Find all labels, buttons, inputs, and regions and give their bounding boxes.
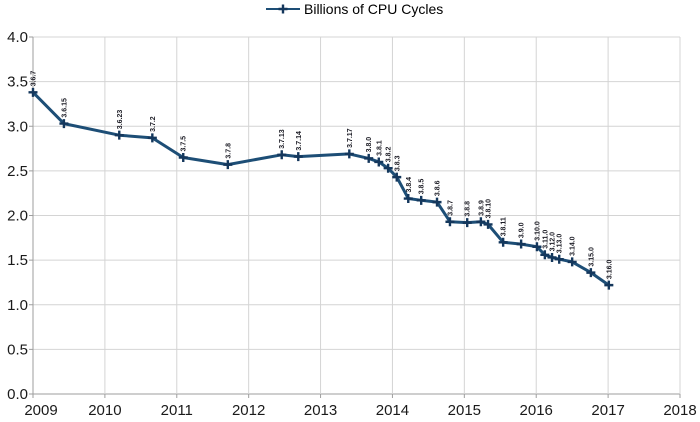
data-point-label: 3.9.0 (519, 222, 526, 238)
legend-marker-icon (278, 4, 288, 14)
x-tick-label: 2013 (304, 402, 337, 419)
data-point-marker (498, 237, 508, 247)
data-point-label: 3.8.9 (478, 200, 485, 216)
data-point-marker (516, 239, 526, 249)
data-point-label: 3.7.8 (225, 143, 232, 159)
y-tick-label: 3.0 (7, 118, 28, 135)
data-point-marker (59, 119, 69, 129)
data-point-marker (28, 87, 38, 97)
y-tick-label: 1.0 (7, 297, 28, 314)
y-tick-label: 1.5 (7, 252, 28, 269)
data-point-label: 3.6.23 (117, 110, 124, 130)
x-tick-label: 2012 (232, 402, 265, 419)
data-point-label: 3.8.6 (435, 180, 442, 196)
data-point-marker (383, 163, 393, 173)
data-point-label: 3.8.7 (448, 200, 455, 216)
data-point-label: 3.8.1 (376, 140, 383, 156)
y-tick-label: 0.0 (7, 386, 28, 403)
data-point-label: 3.11.0 (542, 230, 549, 249)
data-point-marker (554, 254, 564, 264)
data-point-label: 3.8.4 (406, 177, 413, 193)
y-tick-label: 2.0 (7, 208, 28, 225)
data-point-label: 3.16.0 (606, 260, 613, 280)
data-point-marker (532, 242, 542, 252)
data-point-label: 3.7.17 (347, 128, 354, 148)
y-tick-label: 4.0 (7, 29, 28, 46)
data-point-marker (476, 217, 486, 227)
data-point-label: 3.14.0 (570, 236, 577, 256)
data-point-label: 3.8.0 (366, 137, 373, 153)
x-tick-label: 2015 (448, 402, 481, 419)
data-point-label: 3.8.3 (394, 155, 401, 171)
data-point-label: 3.8.2 (386, 147, 393, 163)
data-point-label: 3.7.2 (150, 116, 157, 132)
data-point-marker (547, 252, 557, 262)
y-tick-label: 3.5 (7, 74, 28, 91)
data-point-marker (392, 172, 402, 182)
x-tick-label: 2014 (376, 402, 409, 419)
data-point-marker (432, 197, 442, 207)
data-point-label: 3.10.0 (534, 221, 541, 241)
y-tick-label: 2.5 (7, 163, 28, 180)
data-point-marker (403, 194, 413, 204)
data-point-marker (147, 133, 157, 143)
legend-label: Billions of CPU Cycles (304, 1, 443, 17)
data-point-marker (416, 195, 426, 205)
data-point-marker (364, 153, 374, 163)
data-point-label: 3.13.0 (557, 234, 564, 254)
data-point-label: 3.8.8 (465, 201, 472, 217)
y-tick-label: 0.5 (7, 341, 28, 358)
data-point-label: 3.12.0 (550, 232, 557, 252)
data-point-marker (277, 150, 287, 160)
data-point-marker (483, 219, 493, 229)
data-point-marker (114, 130, 124, 140)
data-point-marker (344, 149, 354, 159)
data-point-label: 3.7.13 (279, 129, 286, 149)
data-point-label: 3.8.5 (419, 179, 426, 195)
data-point-label: 3.6.7 (31, 71, 38, 87)
data-point-label: 3.7.14 (296, 131, 303, 151)
data-point-marker (223, 160, 233, 170)
data-point-label: 3.6.15 (61, 98, 68, 118)
data-point-marker (462, 218, 472, 228)
x-tick-label: 2011 (161, 402, 193, 419)
data-point-marker (178, 152, 188, 162)
data-point-marker (445, 217, 455, 227)
data-point-label: 3.8.11 (501, 217, 508, 236)
x-tick-label: 2009 (24, 402, 57, 419)
data-point-label: 3.8.10 (486, 199, 493, 219)
x-tick-label: 2016 (520, 402, 553, 419)
x-tick-label: 2018 (663, 402, 696, 419)
data-point-marker (586, 268, 596, 278)
data-point-label: 3.15.0 (588, 247, 595, 267)
data-point-marker (567, 257, 577, 267)
data-point-marker (540, 250, 550, 260)
data-point-marker (604, 280, 614, 290)
x-tick-label: 2010 (88, 402, 121, 419)
x-tick-label: 2017 (591, 402, 624, 419)
data-point-marker (293, 152, 303, 162)
data-point-label: 3.7.5 (181, 136, 188, 152)
data-point-marker (374, 157, 384, 167)
